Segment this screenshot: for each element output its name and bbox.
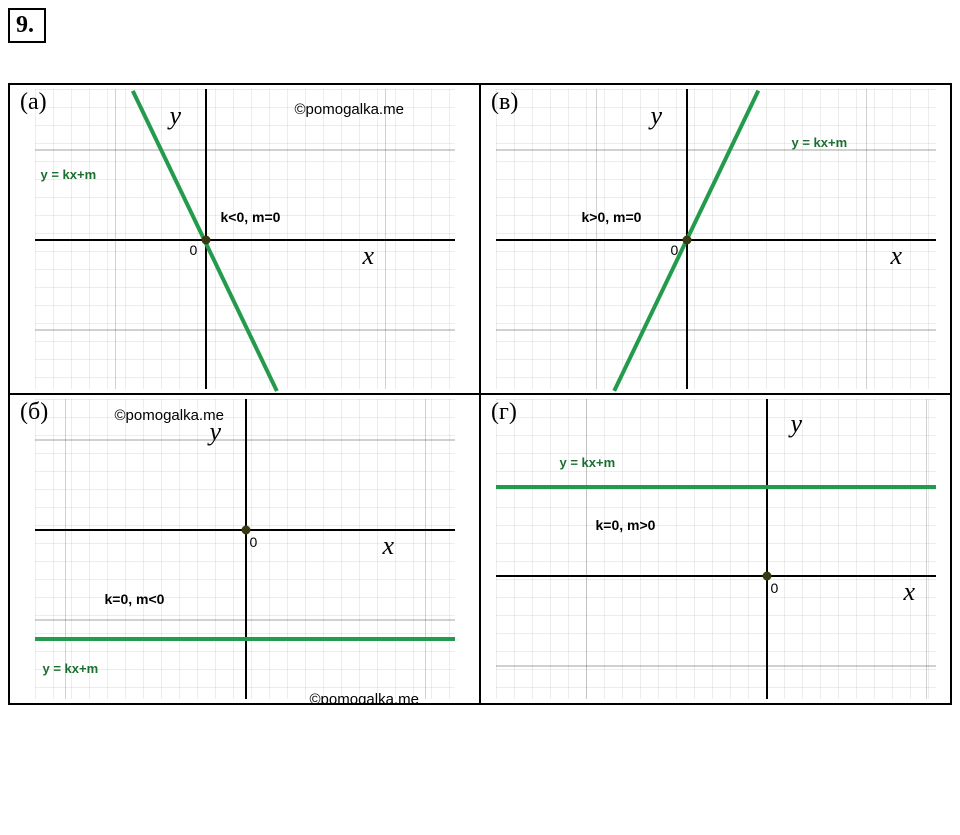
major-gridline-h <box>496 665 936 667</box>
y-axis-label: y <box>170 101 182 131</box>
origin-point <box>201 236 210 245</box>
major-gridline-v <box>926 399 928 699</box>
x-axis <box>496 575 936 577</box>
equation-label: y = kx+m <box>43 661 99 676</box>
major-gridline-v <box>65 399 67 699</box>
plot-g: 0 y x y = kx+m k=0, m>0 <box>496 399 936 699</box>
panel-g: (г) 0 y x y = kx+m k=0, m>0 <box>480 394 951 704</box>
panel-a-label: (а) <box>20 89 47 116</box>
grid-background <box>496 399 936 699</box>
origin-point <box>682 236 691 245</box>
panel-a: (а) 0 y x y = kx+m k<0, m=0 ©pomogalka.me <box>9 84 480 394</box>
function-line <box>496 485 936 489</box>
plot-v: 0 y x y = kx+m k>0, m=0 <box>496 89 936 389</box>
x-axis-label: x <box>904 577 916 607</box>
problem-number: 9. <box>8 8 46 43</box>
equation-label: y = kx+m <box>41 167 97 182</box>
panel-v: (в) 0 y x y = kx+m k>0, m=0 <box>480 84 951 394</box>
panel-g-label: (г) <box>491 399 517 426</box>
major-gridline-h <box>35 329 455 331</box>
panel-b: (б) 0yxy = kx+mk=0, m<0©pomogalka.me©pom… <box>9 394 480 704</box>
origin-label: 0 <box>771 580 779 596</box>
plot-a: 0 y x y = kx+m k<0, m=0 ©pomogalka.me <box>35 89 455 389</box>
x-axis-label: x <box>383 531 395 561</box>
major-gridline-v <box>586 399 588 699</box>
x-axis-label: x <box>891 241 903 271</box>
condition-label: k=0, m<0 <box>105 591 165 607</box>
condition-label: k>0, m=0 <box>582 209 642 225</box>
major-gridline-h <box>496 149 936 151</box>
function-line <box>35 637 455 641</box>
x-axis-label: x <box>363 241 375 271</box>
condition-label: k<0, m=0 <box>221 209 281 225</box>
plot-b: 0yxy = kx+mk=0, m<0©pomogalka.me©pomogal… <box>35 399 455 699</box>
chart-grid: (а) 0 y x y = kx+m k<0, m=0 ©pomogalka.me (в)… <box>8 83 952 705</box>
equation-label: y = kx+m <box>560 455 616 470</box>
y-axis <box>245 399 247 699</box>
origin-label: 0 <box>671 242 679 258</box>
x-axis <box>35 239 455 241</box>
panel-v-label: (в) <box>491 89 518 116</box>
y-axis-label: y <box>651 101 663 131</box>
origin-label: 0 <box>250 534 258 550</box>
x-axis <box>496 239 936 241</box>
major-gridline-v <box>425 399 427 699</box>
watermark: ©pomogalka.me <box>295 101 404 118</box>
watermark: ©pomogalka.me <box>115 407 224 424</box>
equation-label: y = kx+m <box>792 135 848 150</box>
major-gridline-h <box>496 329 936 331</box>
origin-label: 0 <box>190 242 198 258</box>
major-gridline-h <box>35 149 455 151</box>
y-axis <box>766 399 768 699</box>
y-axis-label: y <box>791 409 803 439</box>
watermark: ©pomogalka.me <box>310 691 419 704</box>
panel-b-label: (б) <box>20 399 48 426</box>
condition-label: k=0, m>0 <box>596 517 656 533</box>
